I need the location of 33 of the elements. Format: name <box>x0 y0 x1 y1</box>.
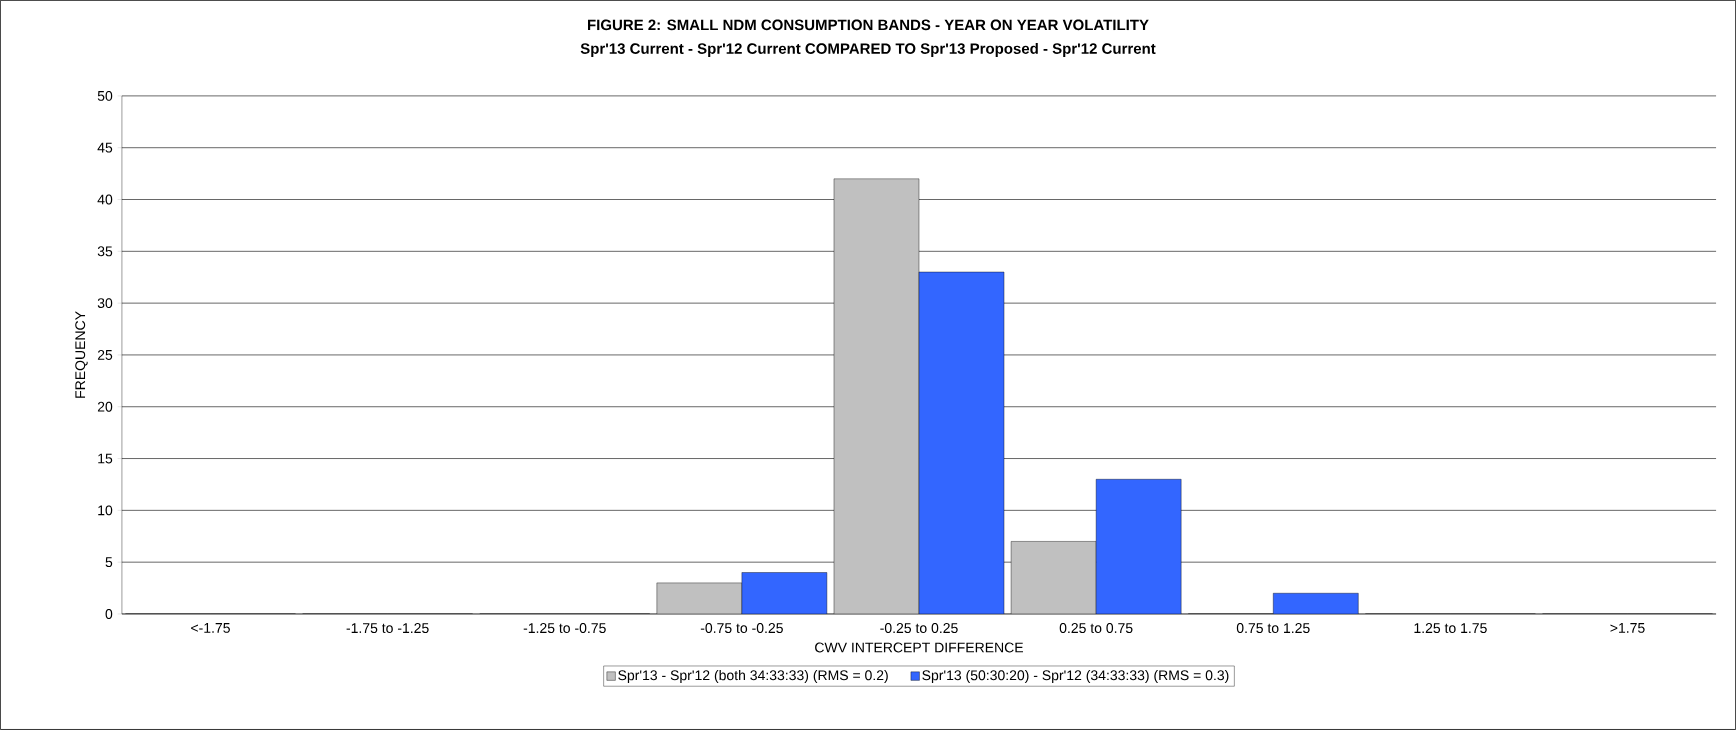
y-tick-label: 45 <box>97 142 113 153</box>
x-tick-label: 0.25 to 0.75 <box>1059 623 1133 634</box>
chart-subtitle: Spr'13 Current - Spr'12 Current COMPARED TO Spr'13 Proposed - Spr'12 Current <box>580 42 1156 57</box>
legend-label: Spr'13 (50:30:20) - Spr'12 (34:33:33) (RMS = 0.3) <box>922 670 1229 684</box>
x-tick-label: -1.75 to -1.25 <box>346 623 429 634</box>
bar <box>833 178 920 615</box>
y-tick-label: 15 <box>98 453 113 464</box>
y-tick-label: 0 <box>105 609 113 619</box>
x-tick-label: -1.25 to -0.75 <box>523 623 606 634</box>
x-tick-label: <-1.75 <box>191 623 230 633</box>
x-tick-label: -0.25 to 0.25 <box>880 623 958 634</box>
x-tick-label: -0.75 to -0.25 <box>700 623 783 634</box>
y-tick-label: 25 <box>97 350 113 360</box>
x-axis-title: CWV INTERCEPT DIFFERENCE <box>815 642 1024 653</box>
bar <box>918 271 1005 615</box>
chart-title: FIGURE 2: SMALL NDM CONSUMPTION BANDS - YEAR ON YEAR VOLATILITY <box>588 19 1149 31</box>
y-tick-label: 10 <box>98 505 113 516</box>
bar <box>1273 593 1359 615</box>
bar <box>741 572 828 615</box>
y-tick-label: 20 <box>97 401 113 412</box>
bar <box>1010 541 1097 615</box>
legend-label: Spr'13 - Spr'12 (both 34:33:33) (RMS = 0.2) <box>618 670 888 684</box>
bar <box>1095 479 1182 615</box>
bar <box>656 582 743 615</box>
y-tick-label: 50 <box>97 91 113 101</box>
y-tick-label: 40 <box>97 194 113 205</box>
x-tick-label: 1.25 to 1.75 <box>1414 623 1487 634</box>
y-tick-label: 30 <box>97 298 113 309</box>
x-tick-label: 0.75 to 1.25 <box>1236 623 1310 634</box>
x-tick-label: >1.75 <box>1610 623 1645 633</box>
y-axis-title: FREQUENCY <box>75 311 88 398</box>
y-tick-label: 35 <box>97 246 113 257</box>
y-tick-label: 5 <box>105 557 113 568</box>
